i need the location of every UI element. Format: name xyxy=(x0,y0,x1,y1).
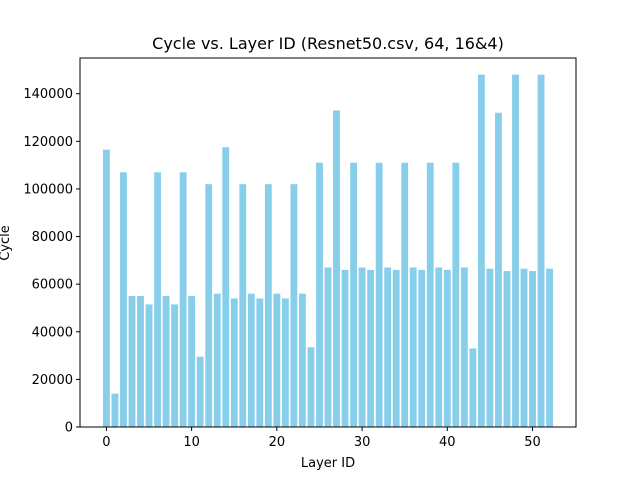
bar-layer-26 xyxy=(324,267,332,427)
bar-layer-40 xyxy=(443,269,451,427)
x-tick-label: 50 xyxy=(524,435,541,450)
bar-layer-39 xyxy=(435,267,443,427)
bar-layer-41 xyxy=(452,162,460,427)
bar-layer-34 xyxy=(392,269,400,427)
bar-layer-6 xyxy=(154,172,161,427)
bars-group xyxy=(103,74,553,428)
bar-layer-33 xyxy=(384,267,392,427)
bar-layer-50 xyxy=(529,271,536,427)
x-tick-label: 20 xyxy=(269,435,286,450)
x-tick-label: 0 xyxy=(102,435,110,450)
bar-layer-4 xyxy=(137,296,144,427)
y-tick-label: 0 xyxy=(65,421,73,436)
bar-layer-14 xyxy=(222,147,230,427)
bar-layer-36 xyxy=(409,267,417,427)
bar-layer-20 xyxy=(273,293,281,427)
x-tick-label: 40 xyxy=(439,435,456,450)
bar-layer-2 xyxy=(120,172,127,427)
bar-layer-9 xyxy=(179,172,187,427)
bar-layer-12 xyxy=(205,184,213,427)
bar-layer-29 xyxy=(350,162,357,427)
x-axis-title: Layer ID xyxy=(301,456,355,471)
bar-layer-18 xyxy=(256,298,264,427)
bar-layer-49 xyxy=(520,268,528,427)
bar-layer-24 xyxy=(307,347,315,427)
bar-layer-25 xyxy=(316,162,323,427)
bar-layer-8 xyxy=(171,304,179,427)
bar-layer-27 xyxy=(333,110,340,428)
y-axis-title: Cycle xyxy=(0,225,13,261)
bar-layer-35 xyxy=(401,162,409,427)
bar-layer-22 xyxy=(290,184,298,427)
bar-layer-16 xyxy=(239,184,247,427)
bar-layer-37 xyxy=(418,269,426,427)
bar-layer-46 xyxy=(495,112,502,427)
bar-layer-45 xyxy=(486,268,494,427)
bar-layer-19 xyxy=(264,184,272,427)
y-tick-label: 120000 xyxy=(23,135,73,150)
bar-layer-38 xyxy=(426,162,434,427)
plot-frame xyxy=(79,57,577,428)
bar-layer-47 xyxy=(503,271,511,427)
y-tick-label: 140000 xyxy=(23,87,73,102)
x-axis-ticks: 0 10 20 30 40 50 xyxy=(102,427,541,450)
chart-title: Cycle vs. Layer ID (Resnet50.csv, 64, 16… xyxy=(152,34,504,53)
y-tick-label: 100000 xyxy=(23,182,73,197)
bar-layer-3 xyxy=(128,296,136,427)
bar-layer-23 xyxy=(299,293,306,427)
y-tick-label: 20000 xyxy=(32,373,73,388)
bar-layer-28 xyxy=(341,269,349,427)
bar-layer-42 xyxy=(460,267,468,427)
bar-layer-15 xyxy=(230,298,238,427)
bar-layer-31 xyxy=(367,269,375,427)
bar-layer-30 xyxy=(358,267,366,427)
bar-layer-5 xyxy=(145,304,153,427)
bar-layer-32 xyxy=(375,162,383,427)
bar-layer-0 xyxy=(103,149,110,427)
y-tick-label: 60000 xyxy=(32,278,73,293)
bar-layer-43 xyxy=(469,348,477,427)
x-tick-label: 30 xyxy=(354,435,371,450)
bar-layer-44 xyxy=(477,74,485,427)
bar-layer-52 xyxy=(546,268,553,427)
y-tick-label: 40000 xyxy=(32,325,73,340)
y-tick-label: 80000 xyxy=(32,230,73,245)
y-axis-ticks: 0 20000 40000 60000 80000 100000 120000 140000 xyxy=(23,87,80,436)
bar-layer-1 xyxy=(111,393,119,427)
bar-layer-7 xyxy=(162,296,170,427)
bar-layer-13 xyxy=(213,293,221,427)
bar-layer-48 xyxy=(512,74,519,427)
bar-layer-17 xyxy=(247,293,255,427)
x-tick-label: 10 xyxy=(183,435,200,450)
bar-layer-21 xyxy=(281,298,289,427)
bar-layer-10 xyxy=(188,296,196,427)
bar-layer-11 xyxy=(196,356,204,427)
bar-layer-51 xyxy=(537,74,545,427)
